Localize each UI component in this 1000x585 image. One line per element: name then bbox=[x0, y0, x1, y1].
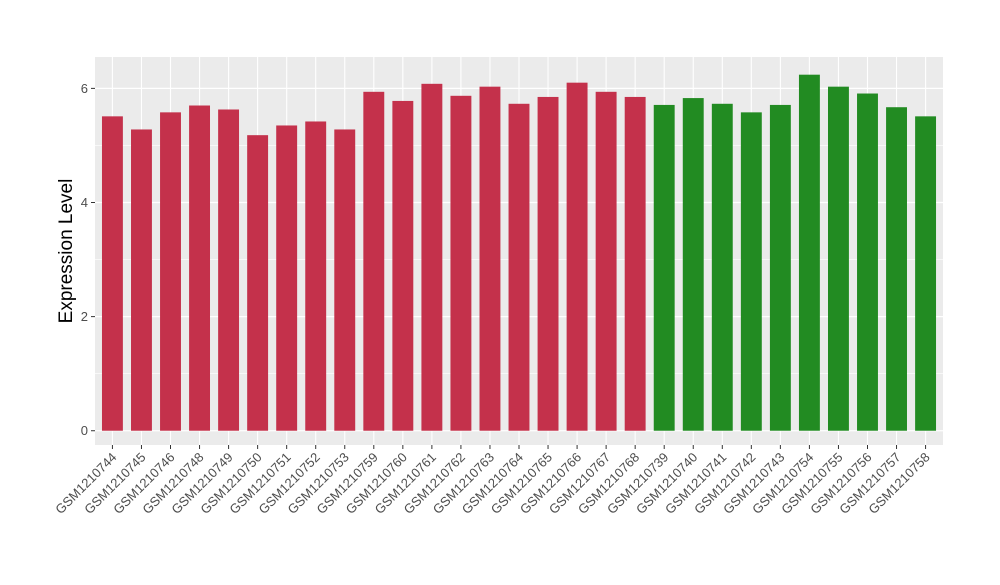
bar-GSM1210750 bbox=[247, 135, 269, 431]
bar-GSM1210743 bbox=[769, 104, 791, 431]
bar-GSM1210768 bbox=[624, 96, 646, 431]
bar-GSM1210754 bbox=[798, 74, 820, 431]
bar-GSM1210758 bbox=[915, 116, 937, 431]
bar-GSM1210762 bbox=[450, 95, 472, 431]
bar-GSM1210753 bbox=[334, 129, 356, 431]
bar-GSM1210749 bbox=[218, 109, 240, 431]
bar-GSM1210751 bbox=[276, 125, 298, 431]
bar-GSM1210763 bbox=[479, 86, 501, 431]
bar-GSM1210744 bbox=[101, 116, 123, 431]
x-axis: GSM1210744GSM1210745GSM1210746GSM1210748… bbox=[52, 445, 933, 517]
y-tick-label: 6 bbox=[81, 81, 88, 96]
bar-GSM1210756 bbox=[857, 93, 878, 431]
bar-GSM1210741 bbox=[711, 103, 733, 431]
bar-GSM1210739 bbox=[653, 104, 675, 431]
bar-GSM1210745 bbox=[131, 129, 152, 431]
y-tick-label: 4 bbox=[81, 195, 88, 210]
bar-GSM1210760 bbox=[392, 100, 414, 431]
bar-GSM1210746 bbox=[160, 112, 181, 431]
y-axis-label: Expression Level bbox=[56, 179, 77, 324]
y-tick-label: 0 bbox=[81, 423, 88, 438]
bar-GSM1210759 bbox=[363, 91, 385, 431]
bar-layer bbox=[101, 74, 937, 431]
bar-GSM1210752 bbox=[305, 121, 327, 431]
bar-GSM1210766 bbox=[566, 82, 588, 431]
y-axis: 0 2 4 6 bbox=[81, 81, 95, 438]
bar-GSM1210764 bbox=[508, 103, 530, 431]
bar-GSM1210748 bbox=[189, 105, 211, 431]
bar-GSM1210767 bbox=[595, 91, 617, 431]
bar-GSM1210742 bbox=[740, 112, 762, 431]
bar-GSM1210765 bbox=[537, 96, 559, 431]
bar-GSM1210755 bbox=[827, 86, 849, 431]
y-tick-label: 2 bbox=[81, 309, 88, 324]
bar-GSM1210757 bbox=[886, 107, 907, 431]
bar-GSM1210740 bbox=[682, 98, 704, 431]
bar-GSM1210761 bbox=[421, 83, 443, 431]
